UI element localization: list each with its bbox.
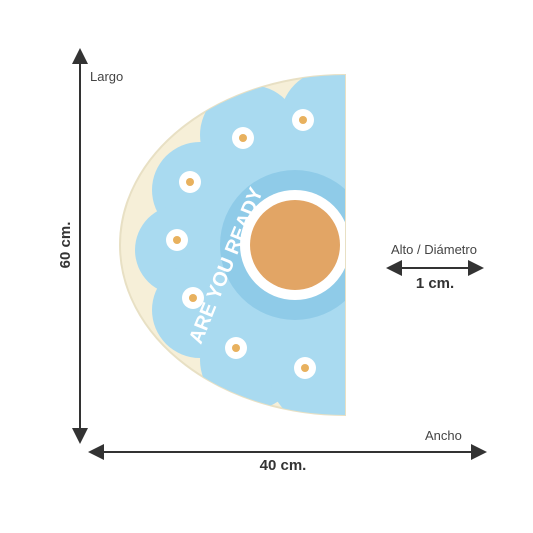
length-value: 60 cm. xyxy=(57,222,74,269)
height-value: 1 cm. xyxy=(416,275,454,292)
width-value: 40 cm. xyxy=(260,457,307,474)
height-name: Alto / Diámetro xyxy=(391,242,477,257)
width-name: Ancho xyxy=(425,428,462,443)
rug: ARE YOU READY xyxy=(119,73,346,417)
length-name: Largo xyxy=(90,69,123,84)
